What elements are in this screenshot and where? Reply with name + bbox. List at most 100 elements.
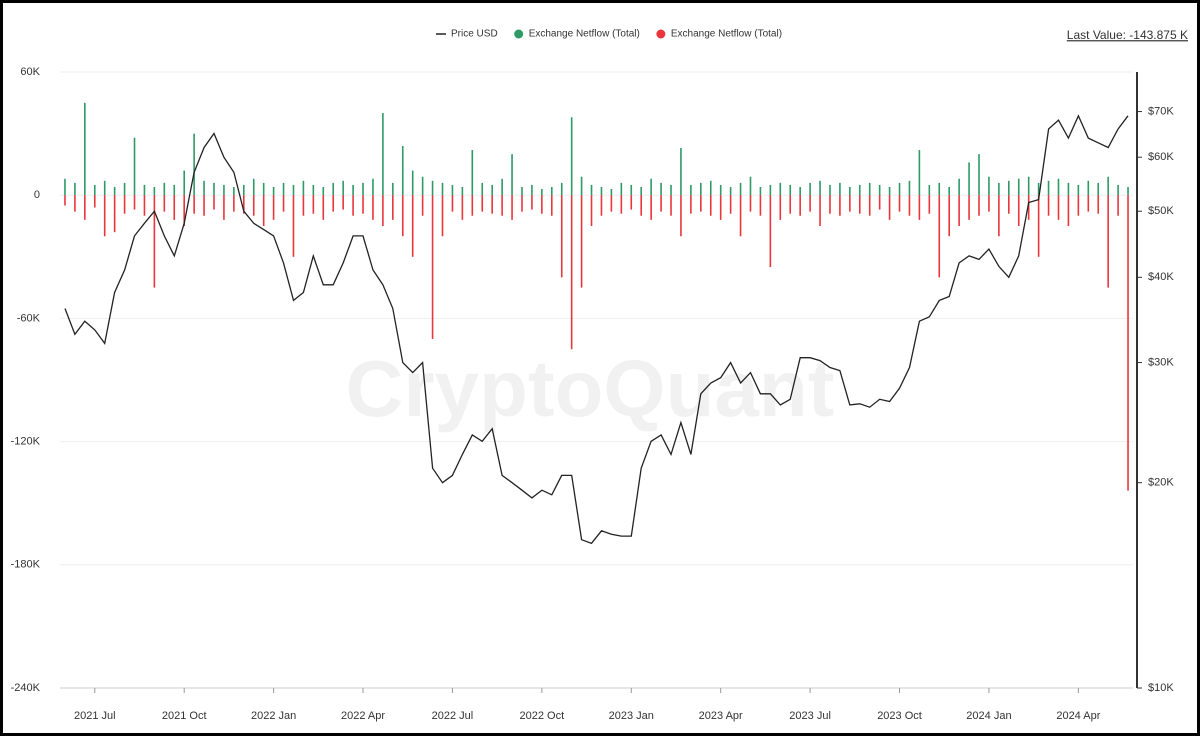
netflow-bar bbox=[719, 184, 722, 196]
netflow-bar bbox=[501, 178, 503, 196]
netflow-bar bbox=[1047, 195, 1050, 216]
x-tick-label: 2022 Oct bbox=[520, 710, 565, 722]
netflow-bar bbox=[441, 182, 444, 196]
netflow-bar bbox=[630, 184, 633, 196]
y2-tick-label: $10K bbox=[1148, 682, 1174, 694]
netflow-bar bbox=[133, 137, 136, 196]
netflow-bar bbox=[769, 195, 772, 268]
netflow-bar bbox=[978, 154, 980, 196]
netflow-bar bbox=[1057, 178, 1060, 196]
netflow-bar bbox=[680, 195, 682, 237]
netflow-bar bbox=[610, 189, 613, 196]
netflow-bar bbox=[809, 182, 811, 196]
legend-swatch[interactable] bbox=[656, 29, 666, 39]
netflow-bar bbox=[839, 195, 841, 216]
netflow-bar bbox=[988, 195, 990, 212]
netflow-bar bbox=[382, 195, 384, 226]
y2-tick-label: $20K bbox=[1148, 477, 1174, 489]
y-tick-label: -180K bbox=[11, 559, 41, 571]
netflow-bar bbox=[1008, 195, 1010, 214]
netflow-bar bbox=[630, 195, 633, 210]
netflow-bar bbox=[521, 186, 523, 196]
netflow-bar bbox=[84, 102, 86, 196]
netflow-bar bbox=[1067, 195, 1070, 226]
netflow-bar bbox=[1077, 184, 1080, 196]
netflow-bar bbox=[550, 186, 553, 196]
netflow-bar bbox=[700, 195, 702, 212]
netflow-bar bbox=[282, 182, 285, 196]
netflow-bar bbox=[93, 195, 96, 208]
netflow-bar bbox=[541, 189, 543, 196]
netflow-bar bbox=[1047, 180, 1050, 196]
netflow-bar bbox=[580, 195, 583, 288]
netflow-bar bbox=[600, 186, 603, 196]
netflow-bar bbox=[342, 180, 344, 196]
netflow-bar bbox=[819, 195, 821, 226]
netflow-bar bbox=[858, 184, 861, 196]
netflow-bar bbox=[739, 195, 742, 237]
netflow-bar bbox=[461, 195, 464, 220]
netflow-bar bbox=[789, 195, 792, 214]
netflow-bar bbox=[620, 182, 623, 196]
netflow-bar bbox=[541, 195, 543, 214]
netflow-bar bbox=[481, 182, 484, 196]
netflow-bar bbox=[233, 195, 235, 212]
netflow-bar bbox=[332, 182, 335, 196]
netflow-bar bbox=[670, 184, 672, 196]
netflow-bar bbox=[113, 195, 116, 233]
y-tick-label: -240K bbox=[11, 682, 41, 694]
netflow-bar bbox=[203, 195, 205, 216]
netflow-bar bbox=[322, 186, 325, 196]
netflow-bar bbox=[223, 184, 225, 196]
legend-label[interactable]: Exchange Netflow (Total) bbox=[671, 29, 782, 40]
legend-swatch[interactable] bbox=[514, 29, 524, 39]
netflow-bar bbox=[193, 195, 195, 214]
netflow-bar bbox=[282, 195, 285, 212]
netflow-bar bbox=[93, 184, 96, 196]
netflow-bar bbox=[213, 182, 215, 196]
netflow-bar bbox=[660, 195, 662, 212]
netflow-bar bbox=[898, 182, 901, 196]
netflow-bar bbox=[680, 147, 682, 196]
netflow-bar bbox=[441, 195, 444, 237]
netflow-bar bbox=[531, 184, 533, 196]
netflow-bar bbox=[1067, 182, 1070, 196]
y-tick-label: 60K bbox=[20, 66, 40, 78]
y2-tick-label: $30K bbox=[1148, 356, 1174, 368]
last-value[interactable]: Last Value: -143.875 K bbox=[1067, 28, 1188, 42]
netflow-bar bbox=[322, 195, 325, 220]
netflow-bar bbox=[620, 195, 623, 214]
netflow-bar bbox=[878, 195, 881, 210]
x-tick-label: 2024 Apr bbox=[1056, 710, 1100, 722]
netflow-bar bbox=[1127, 186, 1129, 196]
netflow-bar bbox=[709, 195, 712, 216]
netflow-bar bbox=[878, 184, 881, 196]
netflow-bar bbox=[372, 178, 374, 196]
netflow-bar bbox=[103, 195, 106, 237]
netflow-bar bbox=[739, 182, 742, 196]
netflow-bar bbox=[511, 154, 513, 196]
netflow-bar bbox=[64, 195, 66, 206]
netflow-bar bbox=[252, 178, 255, 196]
legend-label[interactable]: Price USD bbox=[451, 29, 498, 40]
netflow-bar bbox=[590, 184, 593, 196]
netflow-bar bbox=[700, 182, 702, 196]
netflow-bar bbox=[223, 195, 225, 220]
netflow-bar bbox=[570, 117, 573, 196]
netflow-bar bbox=[779, 195, 782, 220]
netflow-bar bbox=[163, 182, 166, 196]
netflow-bar bbox=[1017, 178, 1020, 196]
netflow-bar bbox=[1008, 180, 1010, 196]
netflow-bar bbox=[521, 195, 523, 212]
netflow-bar bbox=[84, 195, 86, 220]
netflow-bar bbox=[123, 182, 126, 196]
netflow-bar bbox=[988, 176, 990, 196]
netflow-bar bbox=[1097, 195, 1100, 214]
legend-label[interactable]: Exchange Netflow (Total) bbox=[529, 29, 640, 40]
netflow-bar bbox=[858, 195, 861, 214]
netflow-bar bbox=[491, 195, 493, 214]
netflow-bar bbox=[928, 195, 931, 214]
netflow-bar bbox=[560, 195, 563, 278]
x-tick-label: 2021 Jul bbox=[74, 710, 116, 722]
x-tick-label: 2022 Jul bbox=[432, 710, 474, 722]
